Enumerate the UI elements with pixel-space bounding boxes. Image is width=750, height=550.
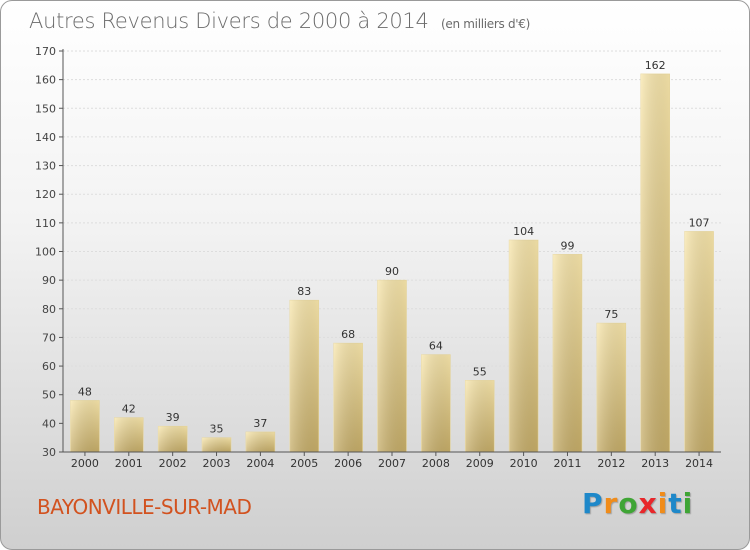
bar-shade [114, 417, 144, 452]
y-tick-label: 30 [42, 446, 56, 459]
logo-letter: t [668, 487, 683, 520]
x-tick-label: 2009 [466, 457, 494, 470]
bar-value-label: 35 [210, 423, 224, 436]
bar-value-label: 104 [513, 225, 534, 238]
bar-value-label: 42 [122, 403, 136, 416]
bar-value-label: 99 [560, 239, 574, 252]
y-tick-label: 150 [35, 102, 56, 115]
commune-name: BAYONVILLE-SUR-MAD [37, 495, 252, 519]
x-tick-label: 2002 [159, 457, 187, 470]
y-tick-label: 70 [42, 331, 56, 344]
x-tick-label: 2010 [510, 457, 538, 470]
bar-shade [596, 323, 626, 452]
chart-title-text: Autres Revenus Divers de 2000 à 2014 [29, 9, 429, 33]
bar-shade [552, 254, 582, 452]
bar-value-label: 37 [253, 417, 267, 430]
y-tick-label: 140 [35, 131, 56, 144]
y-tick-label: 110 [35, 217, 56, 230]
bar-value-label: 64 [429, 340, 443, 353]
bar-value-label: 83 [297, 285, 311, 298]
bar-shade [158, 426, 188, 452]
y-tick-label: 50 [42, 389, 56, 402]
axes: 30 40 50 60 70 80 90 100 110 120 130 140 150 160 170 20… [35, 45, 721, 470]
bar-value-label: 75 [604, 308, 618, 321]
bar-shade [509, 240, 539, 452]
y-tick-label: 130 [35, 160, 56, 173]
y-tick-label: 120 [35, 188, 56, 201]
y-tick-label: 40 [42, 417, 56, 430]
bar-shade [70, 400, 100, 452]
bar-value-label: 48 [78, 385, 92, 398]
x-tick-label: 2004 [246, 457, 274, 470]
x-tick-label: 2012 [597, 457, 625, 470]
logo-letter: i [657, 487, 669, 520]
bar-shade [202, 437, 232, 452]
bar-value-label: 90 [385, 265, 399, 278]
bar-shade [684, 231, 714, 452]
logo-letter: i [682, 487, 694, 520]
y-tick-label: 60 [42, 360, 56, 373]
x-tick-label: 2003 [203, 457, 231, 470]
bar-shade [245, 431, 275, 452]
x-tick-label: 2006 [334, 457, 362, 470]
y-tick-label: 170 [35, 45, 56, 58]
logo-letter: P [582, 487, 604, 520]
chart-unit-label: (en milliers d'€) [441, 17, 531, 31]
x-tick-label: 2001 [115, 457, 143, 470]
x-tick-label: 2000 [71, 457, 99, 470]
logo-letter: o [618, 487, 639, 520]
logo-letter: x [638, 487, 658, 520]
x-tick-label: 2005 [290, 457, 318, 470]
bars: 48 42 39 35 37 83 68 90 64 55 104 99 75 162 107 [70, 59, 714, 453]
y-tick-label: 100 [35, 246, 56, 259]
proxiti-logo: Proxiti [582, 487, 693, 520]
y-tick-label: 90 [42, 274, 56, 287]
bar-shade [421, 354, 451, 452]
bar-value-label: 162 [645, 59, 666, 72]
bar-value-label: 55 [473, 365, 487, 378]
bar-value-label: 68 [341, 328, 355, 341]
bar-shade [465, 380, 495, 452]
x-tick-label: 2013 [641, 457, 669, 470]
chart-title: Autres Revenus Divers de 2000 à 2014 (en… [29, 9, 530, 33]
bar-shade [377, 280, 407, 452]
x-tick-label: 2014 [685, 457, 713, 470]
bar-shade [333, 343, 363, 452]
bar-value-label: 107 [689, 216, 710, 229]
x-tick-label: 2007 [378, 457, 406, 470]
bar-shade [640, 73, 670, 453]
x-tick-label: 2008 [422, 457, 450, 470]
bar-shade [289, 300, 319, 452]
y-tick-label: 80 [42, 303, 56, 316]
bar-value-label: 39 [166, 411, 180, 424]
logo-letter: r [603, 487, 619, 520]
y-tick-label: 160 [35, 74, 56, 87]
x-tick-label: 2011 [553, 457, 581, 470]
